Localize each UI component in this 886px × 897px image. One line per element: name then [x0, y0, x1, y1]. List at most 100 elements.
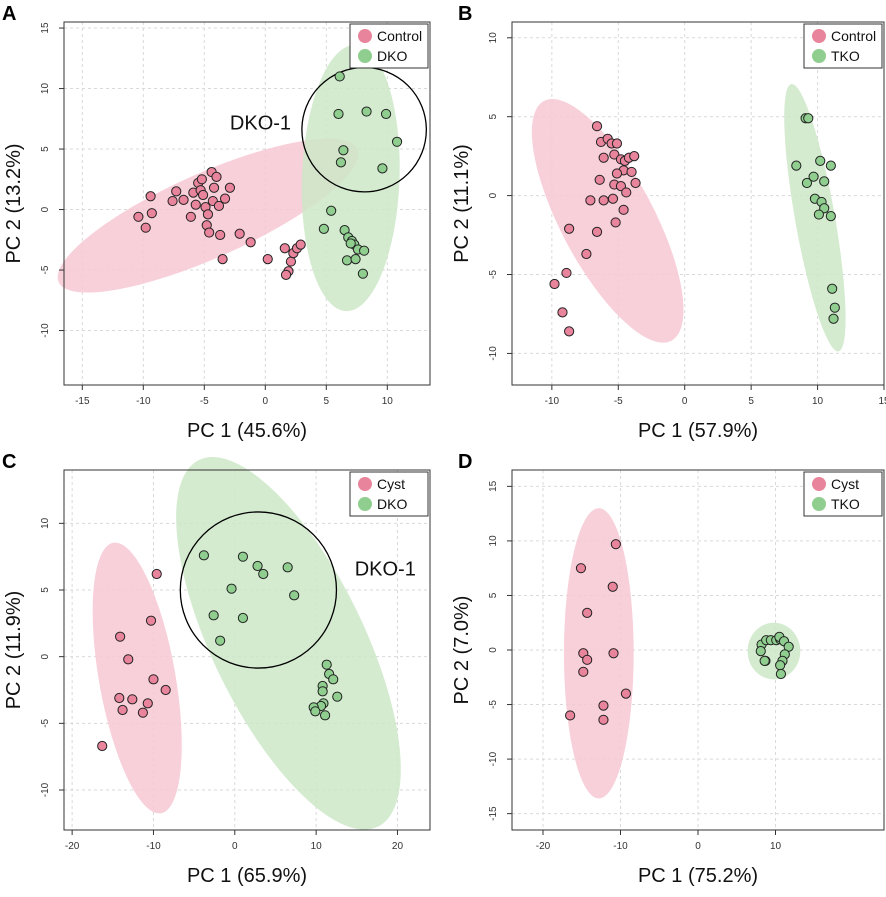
panel-a-legend-swatch-control — [358, 29, 372, 43]
panel-d-point-cyst-5 — [608, 648, 619, 659]
panel-c-point-dko-3 — [282, 562, 293, 573]
panel-d-point-cyst-7 — [578, 666, 589, 677]
panel-c-ytick-label-3: 5 — [40, 587, 51, 593]
panel-d-legend-swatch-cyst — [812, 477, 826, 491]
panel-c-point-dko-8 — [237, 612, 249, 624]
panel-c-ylabel: PC 2 (11.9%) — [3, 591, 25, 710]
panel-a-point-dko-15 — [341, 255, 353, 266]
panel-d-label: D — [458, 451, 472, 473]
panel-d-ytick-label-6: 15 — [488, 480, 499, 492]
panel-a-ytick-label-3: 5 — [40, 146, 51, 152]
panel-d-xlabel: PC 1 (75.2%) — [638, 865, 758, 887]
panel-a-point-dko-4 — [361, 106, 372, 117]
panel-a-point-control-25 — [219, 193, 231, 204]
panel-c-point-cyst-4 — [148, 674, 159, 685]
panel-b-point-tko-6 — [801, 177, 813, 189]
panel-b-ellipse-control — [531, 99, 684, 343]
panel-a-point-control-24 — [217, 254, 228, 265]
panel-c-legend-swatch-cyst — [358, 477, 372, 491]
panel-c-frame — [63, 469, 431, 831]
panel-b-point-control-24 — [591, 226, 603, 238]
panel-b-xtick-label-2: 0 — [682, 396, 688, 407]
panel-b-point-tko-11 — [813, 209, 825, 220]
panel-a-legend-label-control: Control — [377, 28, 422, 44]
panel-d-point-cyst-11 — [598, 714, 609, 725]
panel-d-xtick-label-0: -20 — [536, 841, 551, 852]
panel-c-point-dko-6 — [289, 590, 300, 601]
panel-c-point-cyst-2 — [115, 631, 126, 642]
panel-c-ellipse-cyst — [92, 542, 182, 814]
panel-d-ytick-label-4: 5 — [488, 592, 499, 598]
panel-b-point-control-29 — [557, 307, 568, 318]
panel-a-point-control-17 — [204, 227, 215, 238]
panel-d-ellipse-tko — [747, 622, 801, 680]
panel-c-label: C — [2, 451, 16, 473]
panel-a-point-control-7 — [185, 211, 196, 222]
panel-a-point-dko-6 — [391, 136, 403, 147]
panel-c-point-dko-9 — [215, 635, 226, 646]
panel-a-point-dko-0 — [334, 71, 345, 82]
panel-b-legend-label-control: Control — [831, 28, 876, 44]
panel-c-annotation: DKO-1 — [355, 558, 416, 580]
panel-b-point-control-14 — [594, 174, 605, 185]
panel-a-point-control-6 — [178, 194, 189, 205]
panel-b-point-tko-3 — [791, 160, 802, 171]
panel-c-highlight-circle — [179, 511, 338, 669]
panel-a-point-control-9 — [190, 199, 201, 210]
panel-c-ytick-label-2: 0 — [40, 653, 51, 659]
panel-b-point-tko-1 — [803, 113, 814, 124]
panel-a-point-control-2 — [145, 191, 156, 202]
panel-a-point-control-35 — [295, 239, 306, 250]
panel-d-point-cyst-10 — [565, 710, 576, 721]
panel-d-point-cyst-2 — [607, 581, 618, 592]
panel-c-point-dko-4 — [258, 568, 269, 580]
panel-b-point-control-10 — [629, 151, 640, 162]
panel-a-xtick-label-3: 0 — [263, 396, 269, 407]
panel-c-legend-label-cyst: Cyst — [377, 476, 405, 492]
panel-b-point-control-28 — [549, 278, 560, 290]
panel-a-point-dko-1 — [333, 108, 344, 120]
panel-b-point-tko-14 — [829, 302, 840, 313]
panel-a-xtick-label-1: -10 — [136, 396, 151, 407]
panel-a-ytick-label-4: 10 — [40, 83, 51, 95]
panel-a-point-control-23 — [215, 229, 226, 241]
panel-a-point-control-28 — [245, 237, 256, 248]
panel-b-point-control-23 — [610, 217, 621, 228]
panel-b-point-tko-4 — [825, 160, 836, 171]
panel-b-xlabel: PC 1 (57.9%) — [638, 420, 758, 442]
panel-b-point-control-0 — [591, 121, 603, 132]
panel-c-ytick-label-0: -10 — [40, 782, 51, 797]
panel-d-point-tko-13 — [759, 655, 770, 667]
panel-b-ytick-label-0: -10 — [488, 346, 499, 361]
panel-b-ylabel: PC 2 (11.1%) — [451, 144, 473, 263]
panel-b-point-control-12 — [611, 168, 623, 179]
panel-a-xtick-label-2: -5 — [200, 396, 209, 407]
panel-c-point-dko-14 — [317, 686, 328, 697]
panel-a-point-control-22 — [213, 200, 225, 212]
panel-b-label: B — [458, 3, 472, 25]
panel-c-point-cyst-6 — [114, 692, 125, 704]
panel-c-point-cyst-0 — [151, 568, 162, 580]
panel-d-point-cyst-6 — [582, 654, 593, 665]
panel-b-legend-swatch-control — [812, 29, 826, 43]
panel-d-point-cyst-1 — [575, 563, 587, 574]
panel-b-point-tko-2 — [815, 155, 826, 166]
panel-b-point-control-25 — [564, 223, 575, 234]
panel-d-point-tko-14 — [775, 668, 787, 680]
panel-c-xtick-label-4: 20 — [392, 841, 404, 852]
panel-b-xtick-label-4: 10 — [812, 396, 824, 407]
panel-b-ytick-label-1: -5 — [488, 270, 499, 279]
panel-c-point-dko-2 — [252, 560, 263, 572]
panel-b-ytick-label-2: 0 — [488, 192, 499, 198]
panel-a-point-control-21 — [211, 171, 222, 182]
panel-c-point-cyst-9 — [137, 707, 148, 718]
panel-a-point-dko-19 — [345, 238, 356, 249]
panel-a-point-control-12 — [196, 174, 207, 185]
panel-a-xlabel: PC 1 (45.6%) — [187, 420, 307, 442]
panel-b-point-control-21 — [607, 193, 619, 204]
panel-b-point-control-27 — [561, 267, 572, 279]
panel-c-point-cyst-8 — [117, 704, 128, 716]
panel-b-legend-swatch-tko — [812, 49, 826, 63]
panel-d-point-cyst-0 — [610, 539, 621, 550]
panel-a-xtick-label-4: 5 — [324, 396, 330, 407]
